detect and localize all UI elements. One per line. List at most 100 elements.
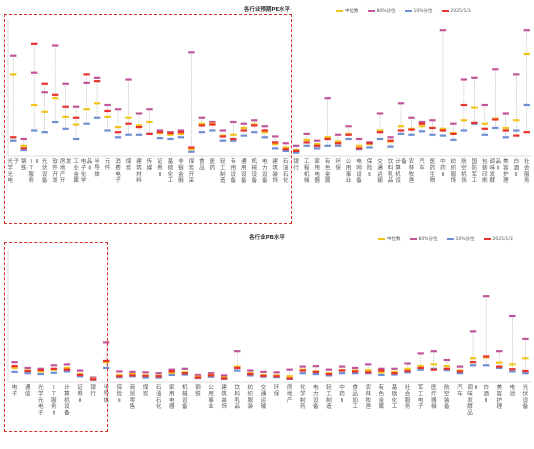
pe-p10-point: [502, 136, 509, 139]
pb-p80-point: [351, 366, 359, 370]
pe-current-point: [502, 129, 509, 132]
pb-tick-label: 房地产: [287, 383, 293, 404]
pe-current-point: [41, 82, 48, 85]
pb-p80-point: [299, 365, 306, 368]
pe-p10-point: [397, 132, 405, 135]
pb-current-point: [430, 368, 437, 371]
pe-tick-label: 白酒 Ⅱ: [513, 157, 519, 178]
legend-swatch: [441, 10, 449, 12]
pe-p10-point: [104, 129, 111, 132]
pb-p80-point: [378, 367, 385, 370]
pb-p10-point: [417, 368, 424, 371]
pe-current-point: [31, 42, 38, 45]
pb-median-point: [443, 365, 451, 368]
pe-median-point: [324, 136, 331, 139]
pb-p10-point: [207, 375, 215, 378]
pe-median-point: [502, 126, 509, 130]
pe-current-point: [366, 142, 373, 145]
pe-tick-label: 美容护理: [503, 157, 509, 184]
pe-tick-label: 保险 Ⅱ: [367, 157, 373, 178]
pe-tick-label: 食品: [199, 157, 205, 171]
pb-median-point: [11, 366, 18, 370]
pe-current-point: [345, 133, 352, 136]
pb-current-point: [50, 367, 58, 370]
pb-p80-point: [220, 374, 228, 377]
pe-p80-point: [481, 103, 489, 107]
pe-p80-point: [188, 51, 195, 54]
pb-median-point: [469, 357, 477, 360]
pb-p80-point: [234, 350, 241, 353]
pe-current-point: [261, 129, 268, 132]
pe-current-point: [72, 116, 80, 119]
pb-current-point: [234, 366, 241, 370]
pe-p10-point: [460, 129, 468, 132]
pe-tick-label: 电子化学品 Ⅱ: [81, 157, 93, 184]
pb-current-point: [194, 376, 202, 379]
pb-chart-title: 各行业PB水平: [249, 235, 285, 241]
legend-swatch: [378, 238, 385, 240]
pe-current-point: [219, 135, 227, 138]
pe-current-point: [51, 93, 59, 96]
pe-median-point: [313, 143, 321, 146]
pb-p80-point: [181, 367, 189, 370]
pb-current-point: [443, 367, 451, 370]
pb-p80-point: [260, 370, 267, 373]
pe-median-point: [240, 126, 247, 130]
pb-p80-point: [273, 371, 280, 374]
pb-tick-label: 轻工制造: [326, 383, 332, 410]
pe-median-point: [135, 124, 143, 127]
pe-p80-point: [439, 29, 447, 32]
pe-p80-point: [324, 97, 331, 100]
pe-median-point: [177, 132, 185, 135]
pe-median-point: [51, 97, 59, 100]
pb-median-point: [430, 363, 437, 366]
pe-p80-point: [293, 144, 300, 147]
pe-tick-label: 饮料乳品: [388, 157, 394, 184]
pb-p10-point: [299, 372, 306, 375]
pb-tick-label: 航空装备: [444, 383, 450, 410]
pe-p10-point: [523, 103, 530, 107]
pe-p10-point: [439, 134, 447, 137]
pe-median-point: [355, 144, 363, 147]
pe-p10-point: [114, 136, 122, 139]
pe-legend-median: 中位数: [336, 8, 359, 14]
pb-p10-point: [443, 369, 451, 372]
pb-p10-point: [247, 374, 254, 377]
pb-p80-point: [37, 367, 44, 370]
pe-p80-point: [471, 76, 478, 79]
pb-current-point: [207, 374, 215, 377]
pb-current-point: [496, 365, 503, 368]
pb-tick-label: 纺织服装: [248, 383, 254, 410]
pe-median-point: [460, 119, 468, 122]
pe-p10-point: [20, 148, 27, 152]
pb-tick-label: 军工电子: [418, 384, 424, 410]
pb-p80-point: [430, 350, 437, 353]
pe-p80-point: [62, 82, 69, 85]
pb-chart-panel: 各行业PB水平 中位数 80%分位 10%分位 2025/1/3 电子 通信 光学光…: [0, 232, 534, 449]
pe-tick-label: 软件开发: [52, 157, 58, 184]
pe-p10-point: [93, 116, 101, 119]
pe-p80-point: [334, 133, 342, 136]
pb-median-point: [168, 371, 175, 374]
pe-p80-point: [156, 129, 164, 132]
pe-current-point: [20, 147, 27, 150]
pe-current-point: [313, 144, 321, 147]
pb-chart-legend: 中位数 80%分位 10%分位 2025/1/3: [378, 236, 513, 242]
pe-median-point: [481, 122, 489, 125]
pb-p80-point: [417, 352, 424, 355]
pe-p10-point: [135, 133, 143, 136]
pe-tick-label: 公用事业: [346, 159, 352, 184]
pb-legend-median: 中位数: [378, 236, 401, 242]
legend-swatch: [446, 238, 454, 240]
pb-p10-point: [76, 375, 84, 378]
pe-tick-label: 工程机械: [304, 158, 310, 184]
pe-current-point: [198, 124, 206, 127]
pe-tick-label: 钢铁: [21, 157, 27, 171]
pb-tick-label: 家用电器: [169, 383, 175, 410]
pe-tick-label: 电网设备: [356, 157, 362, 184]
pb-p80-point: [247, 369, 254, 372]
pe-p80-point: [513, 73, 520, 76]
pb-p80-point: [207, 372, 215, 375]
pe-p10-point: [261, 136, 268, 139]
pe-tick-label: 调味发酵品 Ⅱ: [490, 157, 502, 184]
